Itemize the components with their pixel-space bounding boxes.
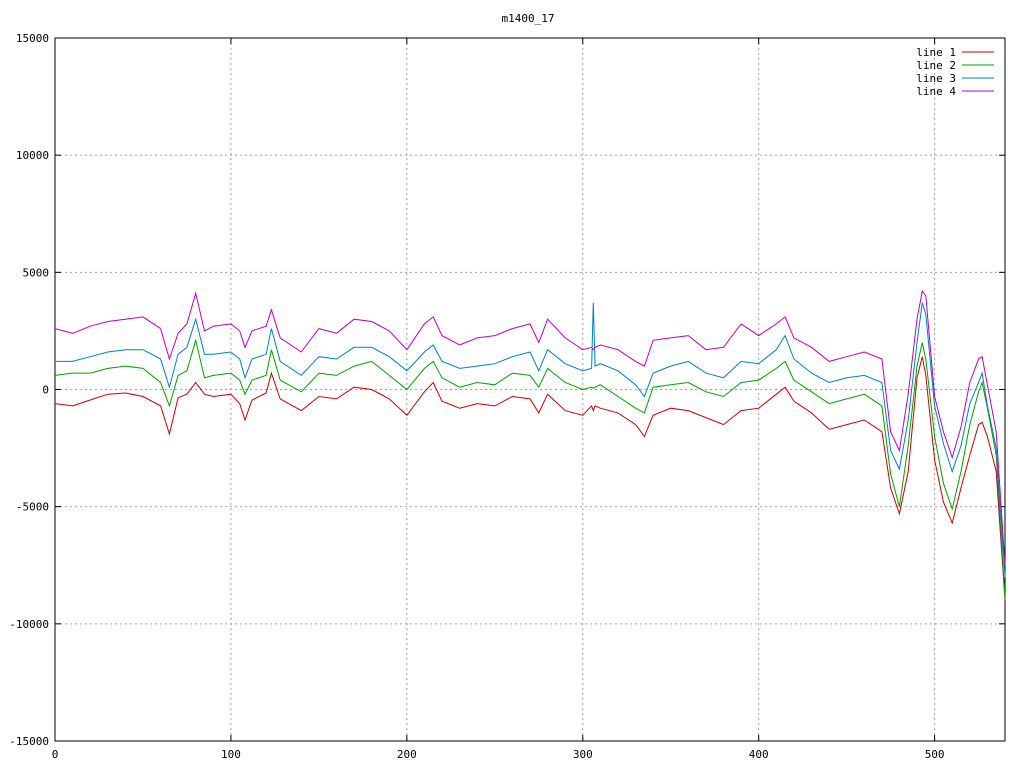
chart-title: m1400_17: [502, 12, 555, 25]
x-tick-label: 400: [749, 748, 769, 761]
x-tick-label: 200: [397, 748, 417, 761]
x-tick-label: 100: [221, 748, 241, 761]
series-line-3: [55, 302, 1006, 578]
y-tick-label: 5000: [23, 266, 50, 279]
series-line-1: [54, 356, 1006, 601]
y-tick-label: 15000: [16, 32, 49, 45]
grid: [55, 38, 1005, 741]
plot-frame: [54, 37, 1006, 742]
y-tick-label: -10000: [9, 618, 49, 631]
axes: -15000 -10000 -5000 0 5000 10000 15000 0 100 200 3…: [9, 32, 1006, 761]
series-line-4: [54, 289, 1006, 566]
x-tick-label: 500: [925, 748, 945, 761]
y-tick-label: 0: [42, 384, 49, 397]
legend-label-3: line 3: [916, 72, 956, 85]
y-tick-label: -15000: [9, 735, 49, 748]
y-tick-label: 10000: [16, 149, 49, 162]
legend-label-1: line 1: [916, 46, 956, 59]
series-line-2: [54, 338, 1006, 599]
legend-label-2: line 2: [916, 59, 956, 72]
legend-label-4: line 4: [916, 85, 956, 98]
y-tick-label: -5000: [16, 501, 49, 514]
x-tick-label: 300: [573, 748, 593, 761]
plot-area: [54, 289, 1006, 601]
x-tick-label: 0: [52, 748, 59, 761]
